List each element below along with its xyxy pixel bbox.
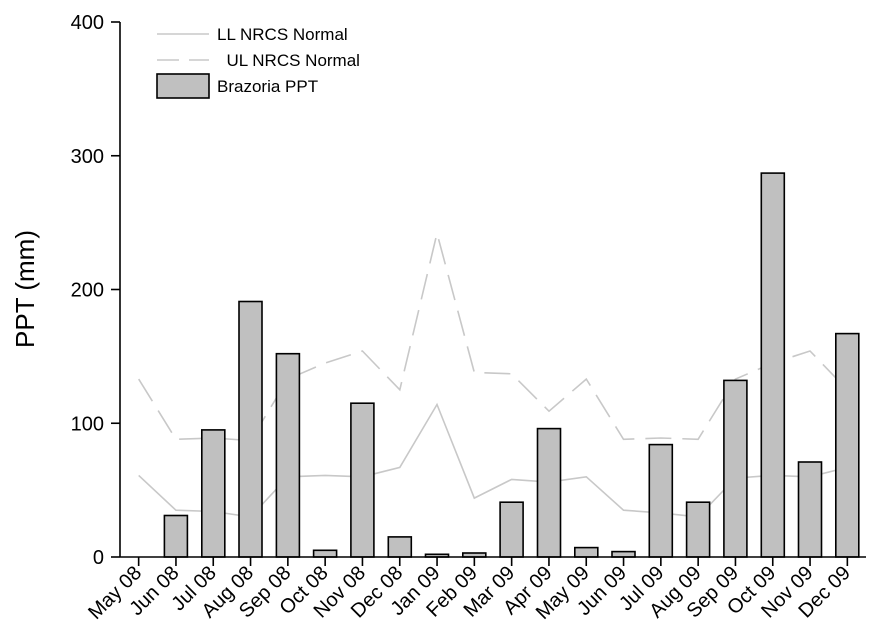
- bar-jul-08: [201, 429, 226, 558]
- y-axis: 0 100 200 300 400: [71, 12, 121, 569]
- plot-area: [138, 172, 860, 558]
- bar-oct-09: [760, 172, 786, 558]
- legend-swatch-brazoria-ppt: [156, 73, 210, 99]
- bar-jun-09: [611, 550, 636, 558]
- legend-label: UL NRCS Normal: [217, 51, 360, 70]
- bar-dec-09: [834, 332, 860, 558]
- bar-nov-08: [350, 402, 375, 558]
- y-tick-label-300: 300: [71, 146, 104, 168]
- y-tick-label-400: 400: [71, 12, 104, 34]
- legend: LL NRCS Normal UL NRCS Normal Brazoria PP…: [156, 25, 360, 99]
- bar-jun-08: [163, 514, 189, 558]
- bar-aug-08: [238, 300, 263, 558]
- legend-label: Brazoria PPT: [217, 77, 318, 96]
- y-tick-label-100: 100: [71, 413, 104, 435]
- bar-jul-09: [648, 443, 674, 558]
- bar-dec-08: [387, 536, 413, 558]
- bar-oct-08: [312, 549, 338, 558]
- y-tick-label-200: 200: [71, 280, 104, 302]
- bar-mar-09: [499, 501, 524, 558]
- bar-aug-09: [685, 501, 711, 558]
- y-tick-label-0: 0: [93, 547, 104, 569]
- bar-nov-09: [797, 461, 823, 558]
- legend-label: LL NRCS Normal: [217, 25, 348, 44]
- bar-apr-09: [536, 427, 562, 558]
- bar-sep-09: [723, 379, 748, 558]
- bar-may-09: [573, 546, 599, 558]
- y-axis-title: PPT (mm): [10, 230, 40, 348]
- bar-sep-08: [275, 352, 301, 558]
